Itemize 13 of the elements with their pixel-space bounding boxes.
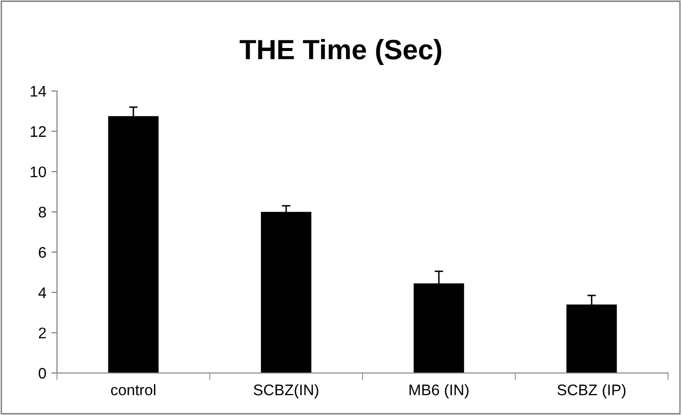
x-tick-label: SCBZ (IP) (558, 384, 626, 398)
y-tick-label: 6 (38, 247, 46, 258)
y-tick-label: 0 (38, 368, 46, 379)
x-tick-label: MB6 (IN) (410, 384, 468, 398)
y-tick-label: 8 (38, 206, 46, 218)
y-tick-label: 14 (30, 86, 46, 97)
chart-title: THE Time (Sec) (240, 39, 442, 65)
y-tick-label: 12 (30, 126, 46, 137)
x-tick-label: SCBZ(IN) (254, 384, 318, 398)
x-tick-label: control (111, 384, 156, 396)
y-tick-label: 2 (38, 328, 46, 338)
y-tick-label: 4 (38, 287, 46, 298)
y-tick-label: 10 (30, 166, 46, 178)
